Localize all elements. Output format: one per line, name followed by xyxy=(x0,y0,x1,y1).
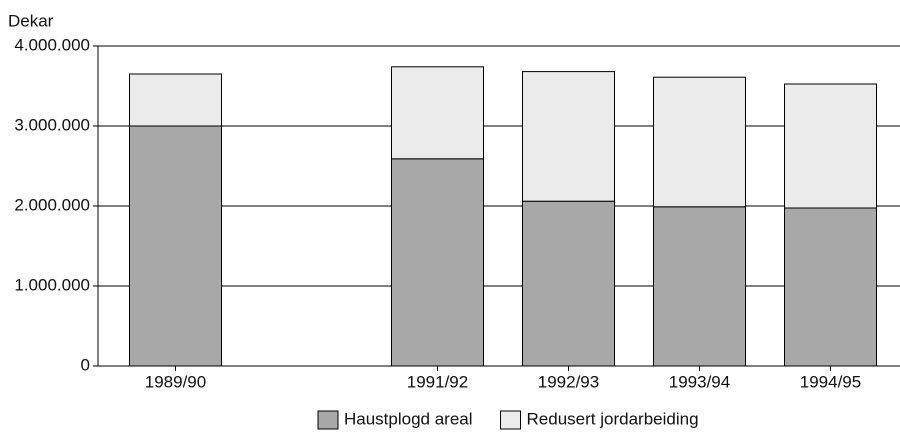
bar-segment xyxy=(522,200,615,367)
y-tick-label: 4.000.000 xyxy=(14,35,90,54)
y-tick-label: 0 xyxy=(81,355,90,374)
y-tick-label: 3.000.000 xyxy=(14,115,90,134)
bar-segment xyxy=(784,83,877,209)
y-axis-label: Dekar xyxy=(8,11,54,30)
bar-segment xyxy=(391,158,484,367)
y-tick-label: 2.000.000 xyxy=(14,195,90,214)
x-tick-label: 1989/90 xyxy=(145,372,206,391)
bar-segment xyxy=(391,66,484,160)
bar-segment xyxy=(522,71,615,202)
x-tick-label: 1992/93 xyxy=(538,372,599,391)
y-tick-label: 1.000.000 xyxy=(14,275,90,294)
legend-label: Haustplogd areal xyxy=(344,409,473,428)
legend-label: Redusert jordarbeiding xyxy=(527,409,699,428)
bar-segment xyxy=(129,125,222,367)
x-tick-label: 1993/94 xyxy=(669,372,730,391)
bar-segment xyxy=(784,207,877,367)
x-tick-label: 1994/95 xyxy=(800,372,861,391)
legend-swatch xyxy=(500,410,522,430)
bar-segment xyxy=(653,206,746,367)
x-tick-label: 1991/92 xyxy=(407,372,468,391)
legend-swatch xyxy=(317,410,339,430)
bar-segment xyxy=(653,76,746,208)
bar-segment xyxy=(129,73,222,127)
